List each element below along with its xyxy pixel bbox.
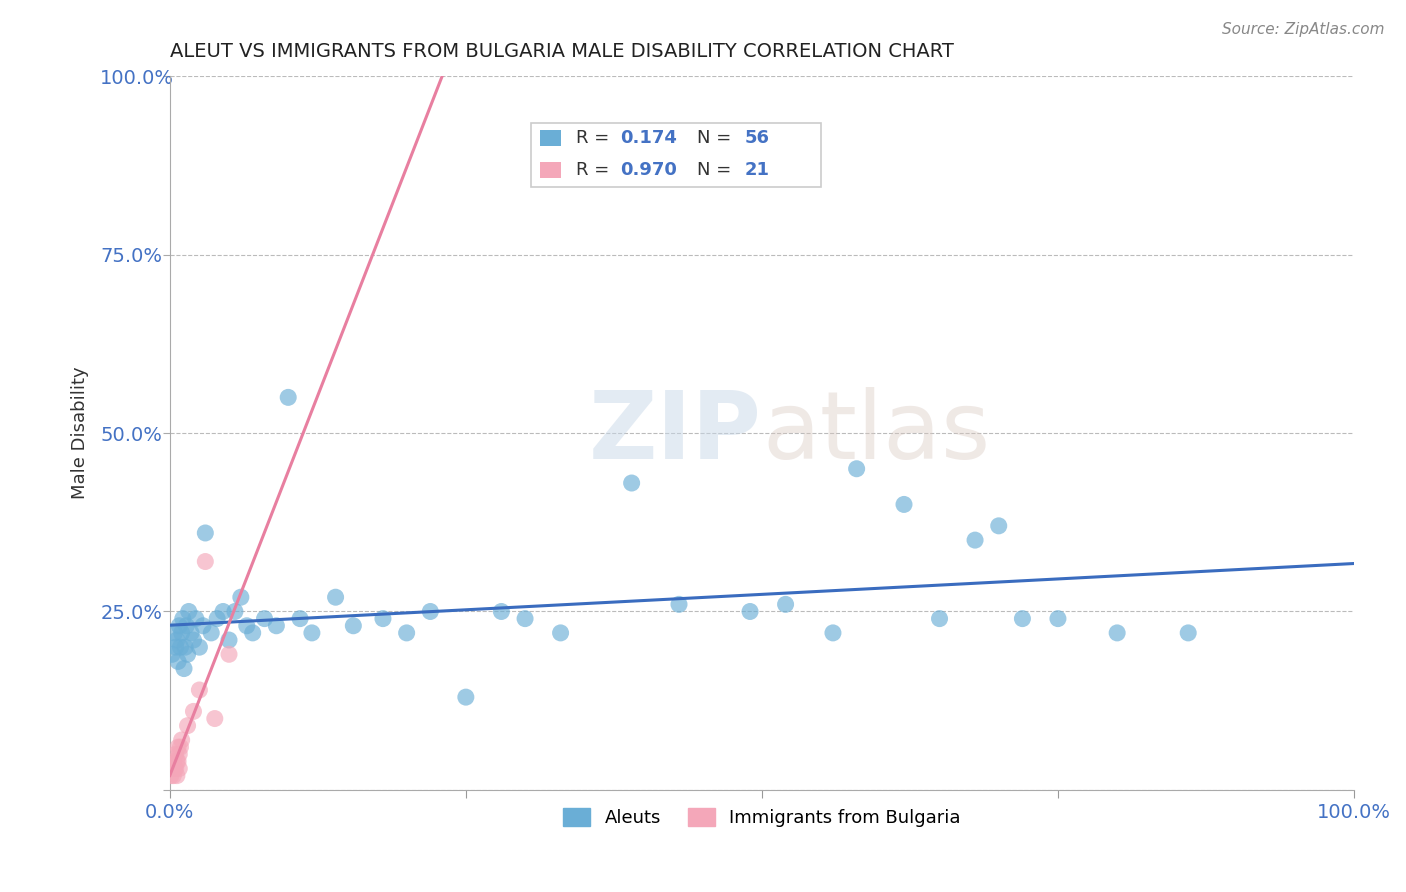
Text: atlas: atlas — [762, 387, 990, 479]
Bar — [540, 161, 561, 178]
Text: 56: 56 — [744, 129, 769, 147]
Point — [169, 640, 191, 655]
Point — [224, 605, 246, 619]
Point — [266, 619, 288, 633]
Point — [454, 690, 477, 705]
Point — [242, 626, 264, 640]
Text: 0.174: 0.174 — [620, 129, 676, 147]
Point — [928, 612, 950, 626]
Point — [177, 605, 200, 619]
Point — [205, 612, 228, 626]
Point — [170, 626, 193, 640]
Point — [170, 733, 193, 747]
Point — [668, 598, 690, 612]
Point — [963, 533, 986, 548]
Point — [165, 762, 187, 776]
Point — [165, 747, 187, 762]
Point — [821, 626, 844, 640]
Point — [371, 612, 394, 626]
Point — [174, 640, 197, 655]
Point — [342, 619, 364, 633]
Point — [218, 633, 240, 648]
Point — [183, 633, 205, 648]
Text: ALEUT VS IMMIGRANTS FROM BULGARIA MALE DISABILITY CORRELATION CHART: ALEUT VS IMMIGRANTS FROM BULGARIA MALE D… — [170, 42, 953, 61]
Point — [204, 712, 226, 726]
Point — [167, 755, 190, 769]
Point — [212, 605, 235, 619]
Point — [167, 740, 190, 755]
Point — [301, 626, 323, 640]
FancyBboxPatch shape — [531, 122, 821, 186]
Point — [169, 619, 191, 633]
Point — [738, 605, 761, 619]
Point — [169, 740, 191, 755]
Point — [176, 619, 198, 633]
Text: R =: R = — [576, 161, 614, 178]
Point — [236, 619, 259, 633]
Point — [188, 683, 211, 698]
Point — [218, 648, 240, 662]
Point — [183, 705, 205, 719]
Point — [160, 762, 183, 776]
Point — [194, 526, 217, 541]
Point — [180, 626, 202, 640]
Point — [1107, 626, 1129, 640]
Point — [166, 633, 188, 648]
Point — [166, 755, 188, 769]
Text: N =: N = — [697, 129, 737, 147]
Point — [550, 626, 572, 640]
Point — [165, 640, 187, 655]
Point — [166, 769, 188, 783]
Point — [169, 762, 191, 776]
Point — [775, 598, 797, 612]
Point — [173, 662, 195, 676]
Point — [325, 591, 347, 605]
Point — [229, 591, 252, 605]
Point — [1011, 612, 1033, 626]
Point — [194, 555, 217, 569]
Point — [188, 640, 211, 655]
Text: ZIP: ZIP — [589, 387, 762, 479]
Text: N =: N = — [697, 161, 737, 178]
Text: 0.970: 0.970 — [620, 161, 676, 178]
Text: R =: R = — [576, 129, 614, 147]
Point — [200, 626, 222, 640]
Point — [987, 519, 1010, 533]
Point — [513, 612, 536, 626]
Point — [288, 612, 311, 626]
Point — [163, 626, 186, 640]
Point — [160, 648, 183, 662]
Legend: Aleuts, Immigrants from Bulgaria: Aleuts, Immigrants from Bulgaria — [555, 801, 969, 834]
Point — [491, 605, 513, 619]
Point — [162, 769, 184, 783]
Point — [253, 612, 276, 626]
Point — [893, 498, 915, 512]
Point — [162, 755, 184, 769]
Point — [845, 461, 868, 475]
Point — [176, 648, 198, 662]
Point — [167, 655, 190, 669]
Point — [172, 612, 194, 626]
Point — [163, 762, 186, 776]
Point — [277, 390, 299, 404]
Y-axis label: Male Disability: Male Disability — [72, 367, 89, 500]
Text: 21: 21 — [744, 161, 769, 178]
Point — [1177, 626, 1199, 640]
Point — [620, 476, 643, 491]
Bar — [540, 130, 561, 146]
Point — [184, 612, 207, 626]
Point — [395, 626, 418, 640]
Point — [419, 605, 441, 619]
Point — [169, 747, 191, 762]
Point — [160, 769, 183, 783]
Point — [191, 619, 214, 633]
Point — [1046, 612, 1069, 626]
Text: Source: ZipAtlas.com: Source: ZipAtlas.com — [1222, 22, 1385, 37]
Point — [176, 719, 198, 733]
